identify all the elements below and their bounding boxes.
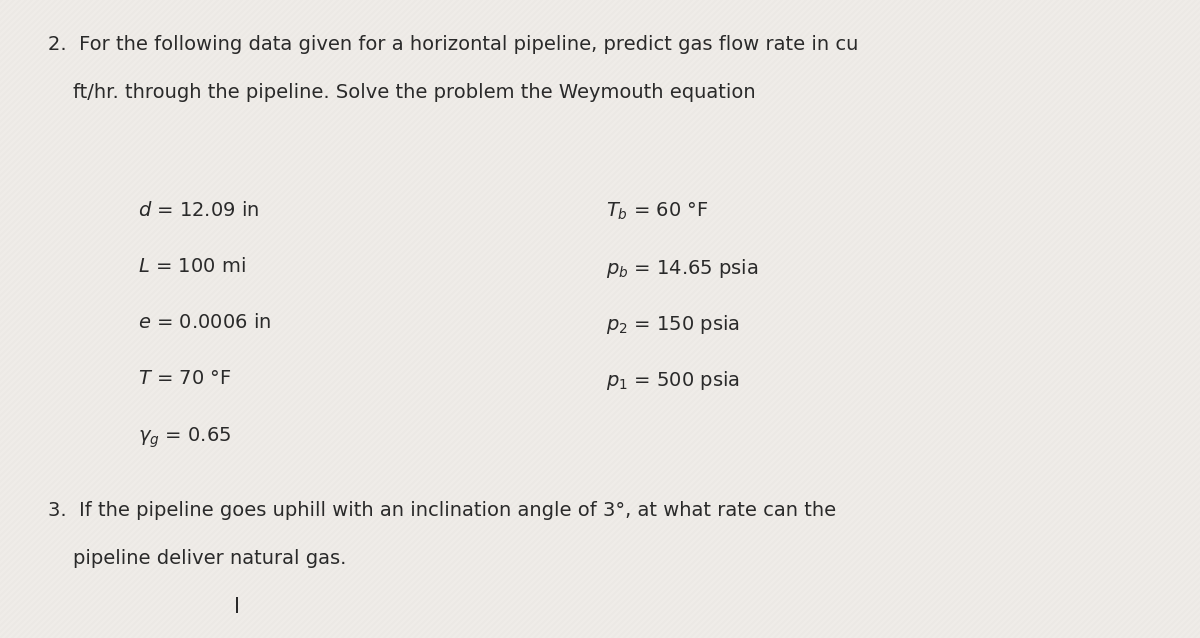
Text: $p_2$ = 150 psia: $p_2$ = 150 psia (606, 313, 740, 336)
Text: $L$ = 100 mi: $L$ = 100 mi (138, 257, 246, 276)
Text: 3.  If the pipeline goes uphill with an inclination angle of 3°, at what rate ca: 3. If the pipeline goes uphill with an i… (48, 501, 836, 520)
Text: $p_b$ = 14.65 psia: $p_b$ = 14.65 psia (606, 257, 758, 280)
Text: $p_1$ = 500 psia: $p_1$ = 500 psia (606, 369, 740, 392)
Text: $e$ = 0.0006 in: $e$ = 0.0006 in (138, 313, 271, 332)
Text: 2.  For the following data given for a horizontal pipeline, predict gas flow rat: 2. For the following data given for a ho… (48, 35, 858, 54)
Text: $T$ = 70 °F: $T$ = 70 °F (138, 369, 232, 389)
Text: ft/hr. through the pipeline. Solve the problem the Weymouth equation: ft/hr. through the pipeline. Solve the p… (48, 83, 756, 102)
Text: I: I (234, 597, 240, 616)
Text: $d$ = 12.09 in: $d$ = 12.09 in (138, 201, 259, 220)
Text: pipeline deliver natural gas.: pipeline deliver natural gas. (48, 549, 347, 568)
Text: $\gamma_g$ = 0.65: $\gamma_g$ = 0.65 (138, 426, 232, 450)
Text: $T_b$ = 60 °F: $T_b$ = 60 °F (606, 201, 709, 222)
